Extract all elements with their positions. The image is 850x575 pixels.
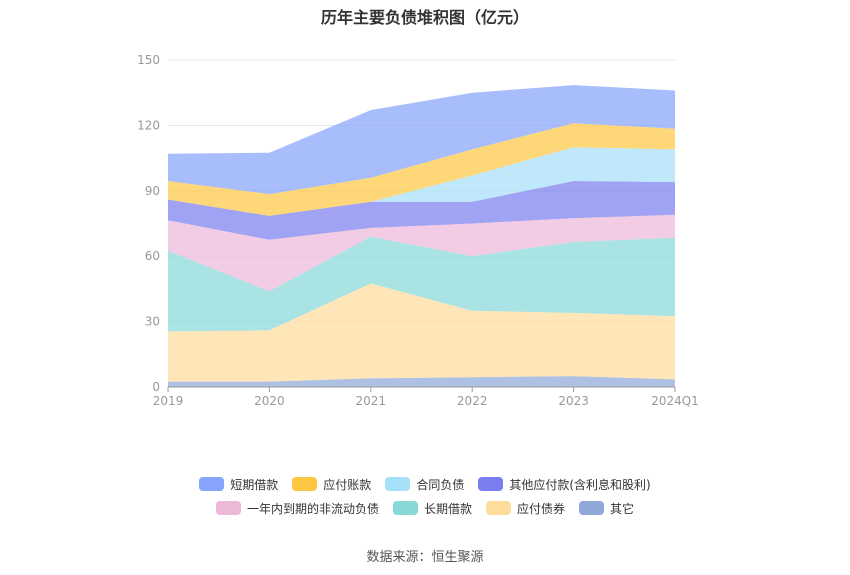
legend-label: 合同负债 — [416, 477, 465, 492]
y-tick-label: 60 — [145, 249, 160, 263]
legend-item[interactable]: 应付账款 — [292, 476, 371, 493]
area-series — [168, 214, 675, 292]
legend-swatch — [486, 501, 511, 515]
y-tick-label: 30 — [145, 315, 160, 329]
x-tick-label: 2019 — [153, 394, 184, 408]
legend-label: 其他应付款(含利息和股利) — [509, 477, 651, 492]
area-series — [168, 85, 675, 195]
source-note: 数据来源：恒生聚源 — [366, 550, 484, 565]
area-series — [168, 236, 675, 332]
y-tick-label: 120 — [137, 118, 160, 132]
area-series — [168, 147, 675, 216]
legend-row-2: 一年内到期的非流动负债 长期借款 应付债券 其它 — [0, 496, 850, 520]
legend-swatch — [292, 477, 318, 491]
area-series — [168, 376, 675, 387]
axes: 0 30 60 90 120 150 2019 2020 2021 2022 2023 2024Q1 — [137, 53, 699, 408]
x-tick-label: 2022 — [457, 394, 488, 408]
x-tick-label: 2020 — [254, 394, 285, 408]
chart-title: 历年主要负债堆积图（亿元） — [320, 8, 529, 27]
legend: 短期借款 应付账款 合同负债 其他应付款(含利息和股利) 一年内到期的非流动负债… — [0, 472, 850, 520]
legend-swatch — [478, 477, 504, 491]
area-series — [168, 123, 675, 216]
legend-item[interactable]: 其他应付款(含利息和股利) — [478, 476, 651, 493]
stacked-area-chart: 0 30 60 90 120 150 2019 2020 2021 2022 2023 2024Q1 — [137, 53, 699, 408]
legend-item[interactable]: 合同负债 — [385, 476, 464, 493]
area-series — [168, 283, 675, 382]
area-series — [168, 181, 675, 240]
legend-swatch — [392, 501, 418, 515]
y-tick-label: 150 — [137, 53, 160, 67]
y-tick-label: 0 — [152, 380, 160, 394]
legend-item[interactable]: 长期借款 — [392, 500, 472, 517]
legend-label: 长期借款 — [423, 501, 472, 516]
y-tick-label: 90 — [145, 184, 160, 198]
legend-row-1: 短期借款 应付账款 合同负债 其他应付款(含利息和股利) — [0, 472, 850, 496]
legend-swatch — [215, 501, 241, 515]
legend-swatch — [199, 477, 225, 491]
legend-label: 一年内到期的非流动负债 — [246, 501, 379, 516]
legend-label: 短期借款 — [230, 477, 279, 492]
legend-swatch — [385, 477, 411, 491]
legend-item[interactable]: 短期借款 — [199, 476, 278, 493]
x-tick-label: 2021 — [356, 394, 387, 408]
legend-label: 应付账款 — [323, 477, 372, 492]
legend-item[interactable]: 应付债券 — [486, 500, 565, 517]
legend-label: 其它 — [610, 501, 635, 516]
x-tick-label: 2024Q1 — [651, 394, 699, 408]
legend-swatch — [579, 501, 605, 515]
legend-item[interactable]: 一年内到期的非流动负债 — [215, 500, 379, 517]
area-series-layer — [168, 85, 675, 387]
x-tick-label: 2023 — [558, 394, 589, 408]
legend-item[interactable]: 其它 — [579, 500, 634, 517]
legend-label: 应付债券 — [517, 501, 566, 516]
